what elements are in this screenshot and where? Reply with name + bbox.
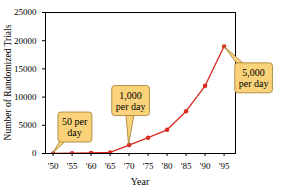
svg-text:'65: '65	[105, 161, 116, 171]
svg-text:'60: '60	[86, 161, 97, 171]
svg-text:'95: '95	[219, 161, 230, 171]
svg-text:'55: '55	[67, 161, 78, 171]
svg-text:0: 0	[32, 148, 37, 158]
svg-text:50 perday: 50 perday	[62, 116, 88, 138]
svg-text:Number of Randomized Trials: Number of Randomized Trials	[3, 24, 13, 140]
svg-text:'70: '70	[124, 161, 135, 171]
svg-text:'80: '80	[162, 161, 173, 171]
svg-text:'50: '50	[48, 161, 59, 171]
svg-text:'90: '90	[200, 161, 211, 171]
svg-text:'75: '75	[143, 161, 154, 171]
svg-text:'85: '85	[181, 161, 192, 171]
svg-text:25000: 25000	[14, 7, 37, 17]
svg-text:1,000per day: 1,000per day	[116, 90, 146, 112]
svg-text:15000: 15000	[14, 64, 37, 74]
svg-text:Year: Year	[131, 176, 150, 187]
svg-text:10000: 10000	[14, 92, 37, 102]
svg-text:5,000per day: 5,000per day	[239, 67, 269, 89]
svg-text:5000: 5000	[19, 120, 38, 130]
svg-text:20000: 20000	[14, 36, 37, 46]
